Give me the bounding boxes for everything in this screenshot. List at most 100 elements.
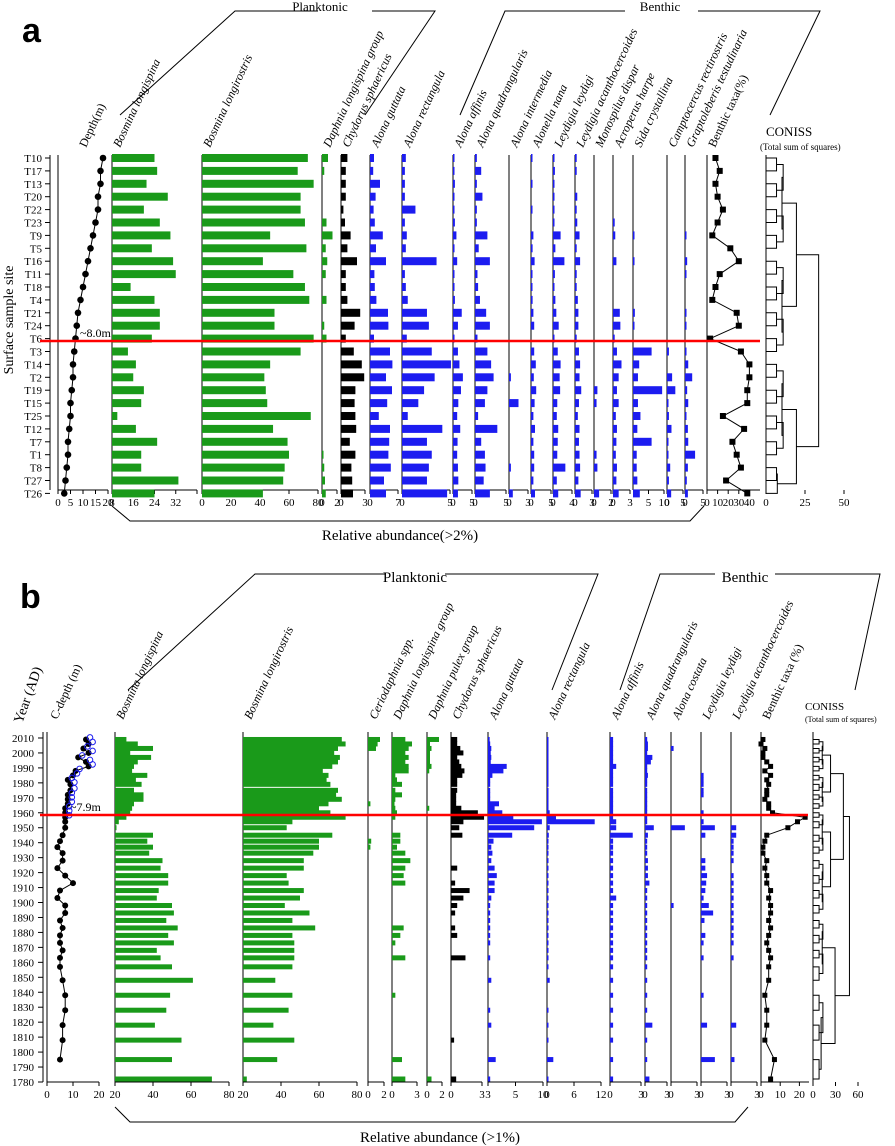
a-bosmina-longirostris-tick-label: 0	[199, 497, 205, 509]
b-benthic-point	[760, 850, 766, 856]
a-leydigia-leydigi-bar	[553, 321, 559, 330]
b-leydigia-acanthocercoides-bar	[731, 955, 734, 961]
panel-b-label: b	[20, 578, 41, 616]
year-label-1990: 1990	[12, 763, 35, 775]
b-benthic-point	[770, 810, 776, 816]
a-chydorus-sphaericus-bar	[341, 437, 350, 446]
b-coniss-branch	[813, 738, 820, 745]
b-leydigia-acanthocercoides-bar	[731, 888, 734, 894]
a-alonella-nana-bar	[531, 412, 534, 420]
a-benthic-point	[719, 206, 726, 213]
site-label-t10: T10	[24, 153, 42, 165]
b-coniss-branch	[813, 756, 820, 763]
a-chydorus-sphaericus-bar	[341, 450, 356, 459]
a-alona-guttata-bar	[370, 192, 376, 201]
b-alona-guttata-bar	[488, 917, 491, 923]
a-leydigia-leydigi-bar	[553, 166, 555, 175]
b-chydorus-sphaericus-bar	[451, 1076, 457, 1082]
a-sida-crystallina-tick-label: 5	[646, 497, 652, 509]
a-alona-quadrangularis-bar	[475, 308, 487, 317]
b-alona-rectangula-bar	[547, 741, 549, 747]
b-depth-point	[54, 844, 61, 851]
a-alona-rectangula-bar	[402, 412, 408, 420]
site-label-t3: T3	[30, 347, 43, 359]
b-alona-guttata-bar	[488, 736, 490, 742]
b-depth-point	[57, 887, 63, 894]
a-bosmina-longispina-bar	[112, 231, 171, 240]
panel-a-group-planktonic: Planktonic	[292, 0, 348, 14]
b-alona-quadrangularis-bar	[645, 805, 648, 811]
b-benthic-point	[764, 832, 770, 838]
a-alona-affinis-bar	[453, 476, 459, 485]
b-leydigia-leydigi-bar	[701, 940, 704, 946]
a-alona-guttata-bar	[370, 231, 383, 240]
a-depth-point	[92, 219, 99, 226]
a-alonella-nana-bar	[531, 463, 535, 472]
a-sida-crystallina-bar	[633, 489, 640, 498]
b-bosmina-longispina-bar	[115, 895, 157, 901]
b-alona-rectangula-bar	[547, 888, 549, 894]
a-bosmina-longirostris-bar	[202, 476, 284, 485]
b-daphnia-longispina-group-bar	[392, 759, 406, 765]
b-daphnia-longispina-group-bar	[392, 792, 402, 798]
a-alona-guttata-bar	[370, 412, 379, 420]
b-depth-point	[62, 824, 69, 831]
a-coniss-branch	[766, 286, 778, 301]
a-chydorus-sphaericus-bar	[341, 360, 362, 369]
b-alona-rectangula-bar	[547, 750, 549, 756]
b-alona-quadrangularis-bar	[645, 910, 648, 916]
a-bosmina-longispina-bar	[112, 476, 179, 485]
a-sida-crystallina-tick-label: 10	[659, 497, 671, 509]
a-leydigia-acanthocercoides-bar	[575, 476, 579, 485]
b-benthic-point	[762, 865, 768, 871]
a-coniss-branch	[766, 183, 778, 198]
b-alona-guttata-bar	[488, 759, 491, 765]
a-acroperus-harpe-bar	[613, 308, 620, 317]
a-chydorus-sphaericus-bar	[341, 295, 348, 304]
a-alona-rectangula-column-label: Alona rectangula	[400, 68, 448, 150]
b-bosmina-longirostris-bar	[243, 796, 342, 802]
b-depth-point	[57, 939, 63, 946]
b-benthic-point	[766, 932, 772, 938]
a-depth-m-tick-label: 15	[90, 497, 102, 509]
b-bosmina-longispina-bar	[115, 1007, 167, 1013]
b-benthic-point	[764, 858, 770, 864]
a-alona-rectangula-bar	[402, 308, 427, 317]
b-coniss-branch	[813, 834, 820, 842]
b-alona-affinis-bar	[610, 1007, 614, 1013]
b-alona-quadrangularis-bar	[645, 777, 648, 783]
a-chydorus-sphaericus-tick-label: 3	[362, 497, 368, 509]
a-leydigia-leydigi-bar	[553, 308, 557, 317]
b-bosmina-longispina-bar	[115, 792, 144, 798]
b-alona-guttata-bar	[488, 772, 493, 778]
b-alona-rectangula-bar	[547, 759, 549, 765]
b-bosmina-longispina-bar	[115, 932, 169, 938]
a-benthic-point	[714, 193, 721, 200]
a-alona-guttata-bar	[370, 347, 390, 356]
b-bosmina-longirostris-bar	[243, 832, 333, 838]
b-leydigia-acanthocercoides-bar	[731, 910, 734, 916]
a-alona-intermedia-tick-label: 0	[506, 497, 512, 509]
a-alona-rectangula-bar	[402, 295, 408, 304]
site-label-t11: T11	[25, 269, 42, 281]
b-ceriodaphnia-spp-bar	[368, 838, 372, 844]
a-alonella-nana-bar	[531, 489, 535, 498]
a-depth-m-tick-label: 10	[78, 497, 90, 509]
b-leydigia-acanthocercoides-bar	[731, 844, 734, 850]
b-daphnia-longispina-group-bar	[392, 838, 401, 844]
b-alona-affinis-bar	[610, 955, 614, 961]
b-alona-quadrangularis-bar	[645, 932, 648, 938]
a-alona-quadrangularis-tick-label: 0	[472, 497, 478, 509]
a-benthic-point	[707, 335, 714, 342]
b-alona-affinis-bar	[610, 903, 614, 909]
a-chydorus-sphaericus-bar	[341, 218, 345, 227]
site-label-t4: T4	[30, 295, 43, 307]
b-leydigia-leydigi-bar	[701, 777, 704, 783]
site-label-t9: T9	[30, 230, 43, 242]
a-alona-quadrangularis-bar	[475, 463, 486, 472]
b-bosmina-longispina-bar	[115, 947, 157, 953]
b-alona-affinis-bar	[610, 810, 614, 816]
a-alona-quadrangularis-bar	[475, 321, 490, 330]
a-acroperus-harpe-bar	[613, 412, 616, 420]
b-leydigia-leydigi-bar	[701, 819, 704, 825]
